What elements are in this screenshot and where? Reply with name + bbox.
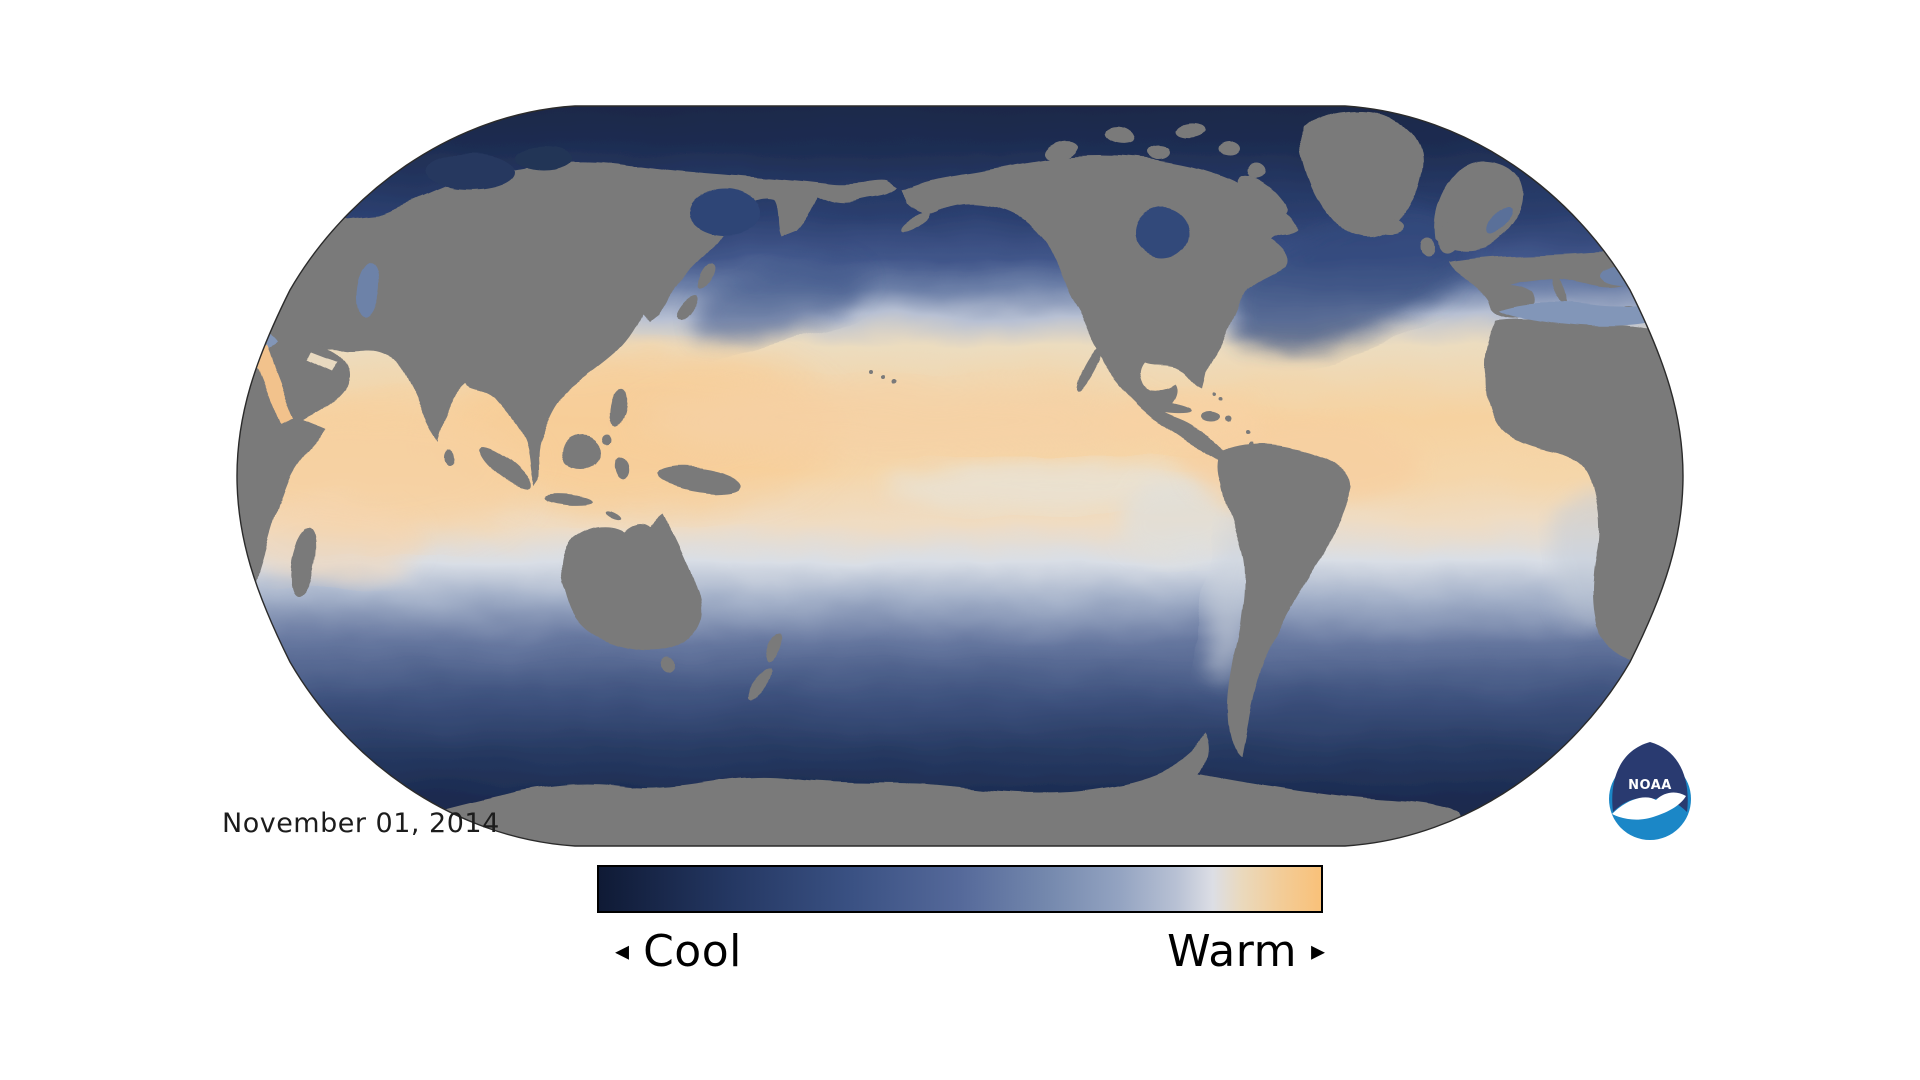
island-hispaniola <box>1202 413 1222 423</box>
peninsula-baja <box>1077 345 1103 391</box>
island-new-zealand-north <box>766 632 784 664</box>
sea-okhotsk <box>690 190 760 234</box>
continent-eurasia <box>237 160 897 486</box>
continent-australia <box>561 514 702 651</box>
noaa-logo-text: NOAA <box>1628 778 1672 793</box>
island-japan-north <box>697 263 715 289</box>
island-new-zealand-south <box>747 669 773 699</box>
continent-antarctica <box>420 732 1470 846</box>
island-tasmania <box>661 656 675 672</box>
inland-seas <box>237 146 1677 424</box>
cool-north-atlantic <box>1226 208 1474 352</box>
warm-label: Warm <box>1167 926 1297 977</box>
legend-warm: Warm ▸ <box>1167 926 1325 977</box>
island-sri-lanka <box>445 450 455 466</box>
island-borneo <box>562 435 602 469</box>
baltic-sea <box>1487 205 1513 235</box>
warm-south-indian <box>240 500 420 580</box>
island-cuba <box>1140 401 1192 415</box>
island-java <box>544 494 592 506</box>
mediterranean-sea <box>1500 300 1677 326</box>
island-baffin <box>1237 175 1287 217</box>
region-africa-north <box>1484 318 1683 690</box>
island-ireland <box>1421 239 1435 257</box>
island-italy <box>1552 273 1568 307</box>
continent-south-america <box>1219 444 1352 758</box>
island-hawaii-1 <box>870 370 874 374</box>
island-hawaii-3 <box>892 379 898 385</box>
caspian-sea <box>356 262 380 318</box>
hudson-bay <box>1135 207 1189 257</box>
map-outline <box>236 105 1684 847</box>
warm-band-itcz <box>640 380 1160 460</box>
continent-north-america <box>902 155 1298 462</box>
sea-barents <box>425 154 515 190</box>
cool-patch-equatorial <box>1120 480 1240 560</box>
region-africa-east <box>237 348 326 608</box>
legend-cool: ◂ Cool <box>615 926 742 977</box>
island-japan-south <box>676 295 700 321</box>
island-new-guinea <box>658 466 742 494</box>
red-sea <box>252 346 294 424</box>
island-britain <box>1438 220 1462 254</box>
island-iceland <box>1375 218 1405 234</box>
arctic-archipelago <box>1044 122 1287 217</box>
date-label: November 01, 2014 <box>222 808 500 839</box>
noaa-logo-bird-icon <box>1612 792 1686 820</box>
cool-label: Cool <box>643 926 742 977</box>
island-philippines <box>609 390 627 426</box>
cool-northwest-pacific <box>692 258 868 342</box>
island-puerto-rico <box>1227 417 1233 423</box>
island-sakhalin <box>697 224 707 256</box>
island-sulawesi <box>614 456 630 480</box>
region-arabia <box>243 328 350 425</box>
peninsula-alaska <box>899 212 931 232</box>
noaa-logo: NOAA <box>1609 742 1691 840</box>
cool-arrow-icon: ◂ <box>615 934 630 967</box>
temperature-colorbar <box>597 865 1323 913</box>
island-hawaii-2 <box>882 375 886 379</box>
sea-kara <box>515 146 575 170</box>
island-mindanao <box>603 433 613 443</box>
island-greenland <box>1300 112 1423 238</box>
continents <box>237 112 1683 846</box>
black-sea-west <box>237 270 290 294</box>
persian-gulf <box>306 352 338 372</box>
island-timor <box>603 511 621 521</box>
warm-arrow-icon: ▸ <box>1310 934 1325 967</box>
island-madagascar <box>289 528 317 596</box>
island-sumatra <box>479 447 531 489</box>
